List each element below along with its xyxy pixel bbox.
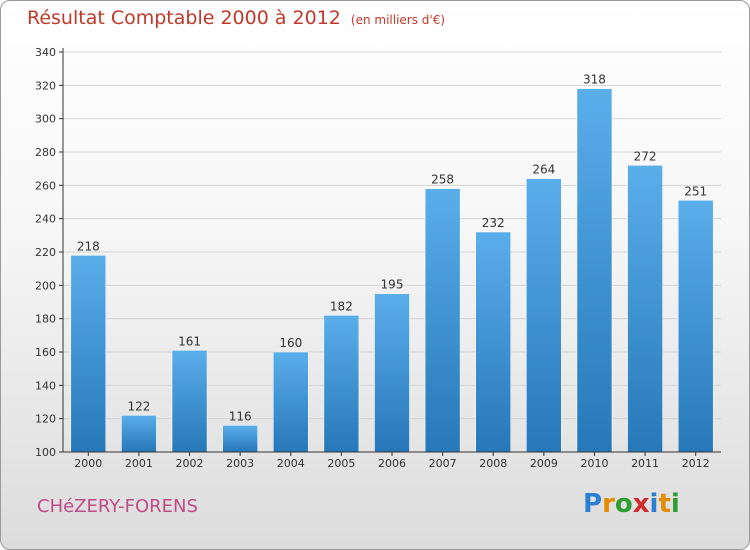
chart-title-text: Résultat Comptable 2000 à 2012 [27, 7, 341, 29]
y-tick-label: 320 [35, 79, 56, 92]
proxiti-logo[interactable]: Proxiti [583, 489, 680, 519]
y-tick-label: 160 [35, 346, 56, 359]
y-tick-label: 240 [35, 213, 56, 226]
data-label: 272 [634, 149, 657, 163]
y-tick-label: 120 [35, 413, 56, 426]
x-tick-label: 2008 [479, 457, 507, 470]
data-label: 258 [431, 173, 454, 187]
x-tick-label: 2007 [429, 457, 457, 470]
x-tick-label: 2001 [125, 457, 153, 470]
data-label: 264 [532, 163, 555, 177]
bar [323, 315, 360, 453]
x-tick-label: 2004 [277, 457, 305, 470]
bar [677, 200, 714, 453]
logo-letter: P [583, 489, 603, 519]
data-label: 195 [381, 278, 404, 292]
bar [576, 88, 613, 453]
x-tick-label: 2003 [226, 457, 254, 470]
logo-letter: o [614, 489, 633, 519]
logo-letter: t [658, 489, 671, 519]
data-label: 232 [482, 216, 505, 230]
bar [424, 188, 461, 453]
bars: 218 122 161 116 160 182 195 258 232 264 318 272 251 [70, 73, 714, 453]
x-tick-label: 2005 [327, 457, 355, 470]
data-label: 218 [77, 239, 100, 253]
data-label: 116 [229, 409, 252, 423]
bar [526, 178, 562, 453]
y-tick-label: 100 [35, 446, 56, 459]
bar [70, 255, 107, 453]
y-tick-label: 140 [35, 379, 56, 392]
y-tick-label: 260 [35, 179, 56, 192]
logo-letter: x [632, 489, 650, 519]
bar [121, 415, 157, 453]
logo-letter: r [602, 489, 615, 519]
bar [475, 231, 511, 453]
y-tick-label: 340 [35, 46, 56, 59]
bar [627, 165, 663, 453]
place-name: CHéZERY-FORENS [37, 496, 198, 517]
data-label: 251 [684, 184, 707, 198]
chart-subtitle: (en milliers d'€) [350, 13, 446, 27]
bar [222, 425, 258, 453]
bar [171, 350, 208, 453]
x-tick-label: 2010 [580, 457, 608, 470]
x-tick-label: 2002 [176, 457, 204, 470]
x-tick-label: 2006 [378, 457, 406, 470]
bar [273, 351, 309, 453]
axes: 100 120 140 160 180 200 220 240 260 280 300 320 340 2… [35, 46, 721, 470]
y-tick-label: 220 [35, 246, 56, 259]
bar [374, 293, 410, 453]
logo-letter: i [649, 489, 659, 519]
x-tick-label: 2000 [74, 457, 102, 470]
y-tick-label: 300 [35, 113, 56, 126]
y-tick-label: 200 [35, 279, 56, 292]
x-tick-label: 2011 [631, 457, 659, 470]
y-tick-label: 280 [35, 146, 56, 159]
x-tick-label: 2012 [682, 457, 710, 470]
data-label: 182 [330, 299, 353, 313]
data-label: 318 [583, 73, 606, 87]
data-label: 122 [127, 399, 150, 413]
logo-letter: i [670, 489, 680, 519]
y-tick-label: 180 [35, 313, 56, 326]
data-label: 160 [279, 336, 302, 350]
x-tick-label: 2009 [530, 457, 558, 470]
chart-title: Résultat Comptable 2000 à 2012 (en millie… [27, 7, 445, 29]
data-label: 161 [178, 334, 201, 348]
